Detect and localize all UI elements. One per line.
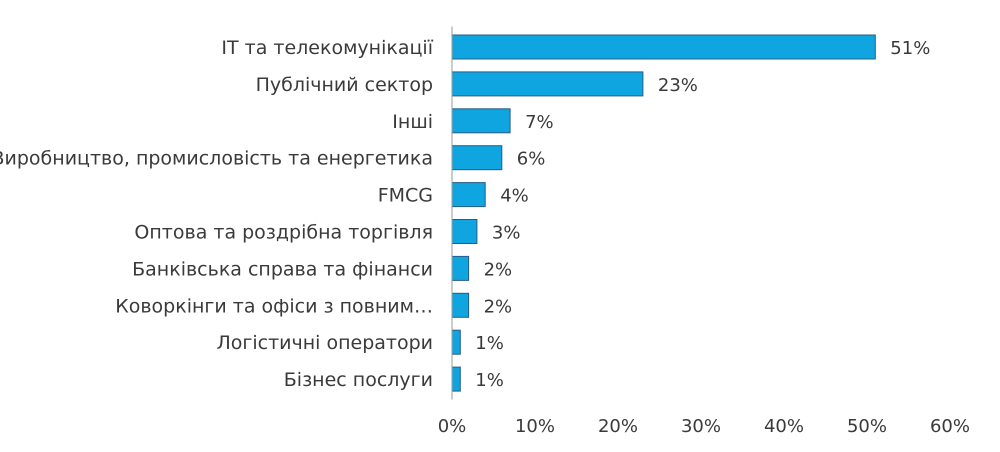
category-label: Логістичні оператори — [216, 332, 433, 354]
category-label: Публічний сектор — [256, 74, 433, 96]
bar — [451, 108, 511, 134]
category-labels-group: ІТ та телекомунікації Публічний сектор Інш… — [0, 37, 434, 391]
data-label: 7% — [525, 112, 554, 133]
data-label: 3% — [492, 223, 521, 244]
category-label: Інші — [392, 111, 433, 133]
x-tick-label: 10% — [515, 416, 555, 437]
bar — [451, 71, 644, 97]
category-label: Виробництво, промисловість та енергетика — [0, 148, 433, 170]
category-label: Банківська справа та фінанси — [132, 258, 433, 280]
data-label: 1% — [475, 333, 504, 354]
bars-group — [451, 34, 876, 392]
x-tick-label: 40% — [764, 416, 804, 437]
bar — [451, 182, 486, 208]
x-tick-label: 20% — [598, 416, 638, 437]
bar — [451, 366, 461, 392]
category-label: ІТ та телекомунікації — [221, 37, 433, 59]
category-label: Оптова та роздрібна торгівля — [134, 222, 433, 244]
category-label: FMCG — [378, 185, 433, 207]
data-label: 23% — [658, 75, 698, 96]
category-label: Коворкінги та офіси з повним… — [115, 295, 433, 317]
bar — [451, 34, 876, 60]
bar — [451, 255, 470, 281]
x-tick-labels-group: 0% 10% 20% 30% 40% 50% 60% — [438, 416, 970, 437]
value-labels-group: 51% 23% 7% 6% 4% 3% 2% 2% 1% 1% — [475, 38, 930, 391]
data-label: 6% — [517, 149, 546, 170]
data-label: 2% — [484, 296, 513, 317]
x-tick-label: 0% — [438, 416, 467, 437]
bar — [451, 145, 503, 171]
x-tick-label: 30% — [681, 416, 721, 437]
x-tick-label: 60% — [930, 416, 970, 437]
bar — [451, 329, 461, 355]
data-label: 1% — [475, 370, 504, 391]
data-label: 51% — [890, 38, 930, 59]
category-label: Бізнес послуги — [284, 369, 433, 391]
x-tick-label: 50% — [847, 416, 887, 437]
bar — [451, 292, 470, 318]
bar — [451, 219, 478, 244]
data-label: 4% — [500, 186, 529, 207]
data-label: 2% — [484, 259, 513, 280]
